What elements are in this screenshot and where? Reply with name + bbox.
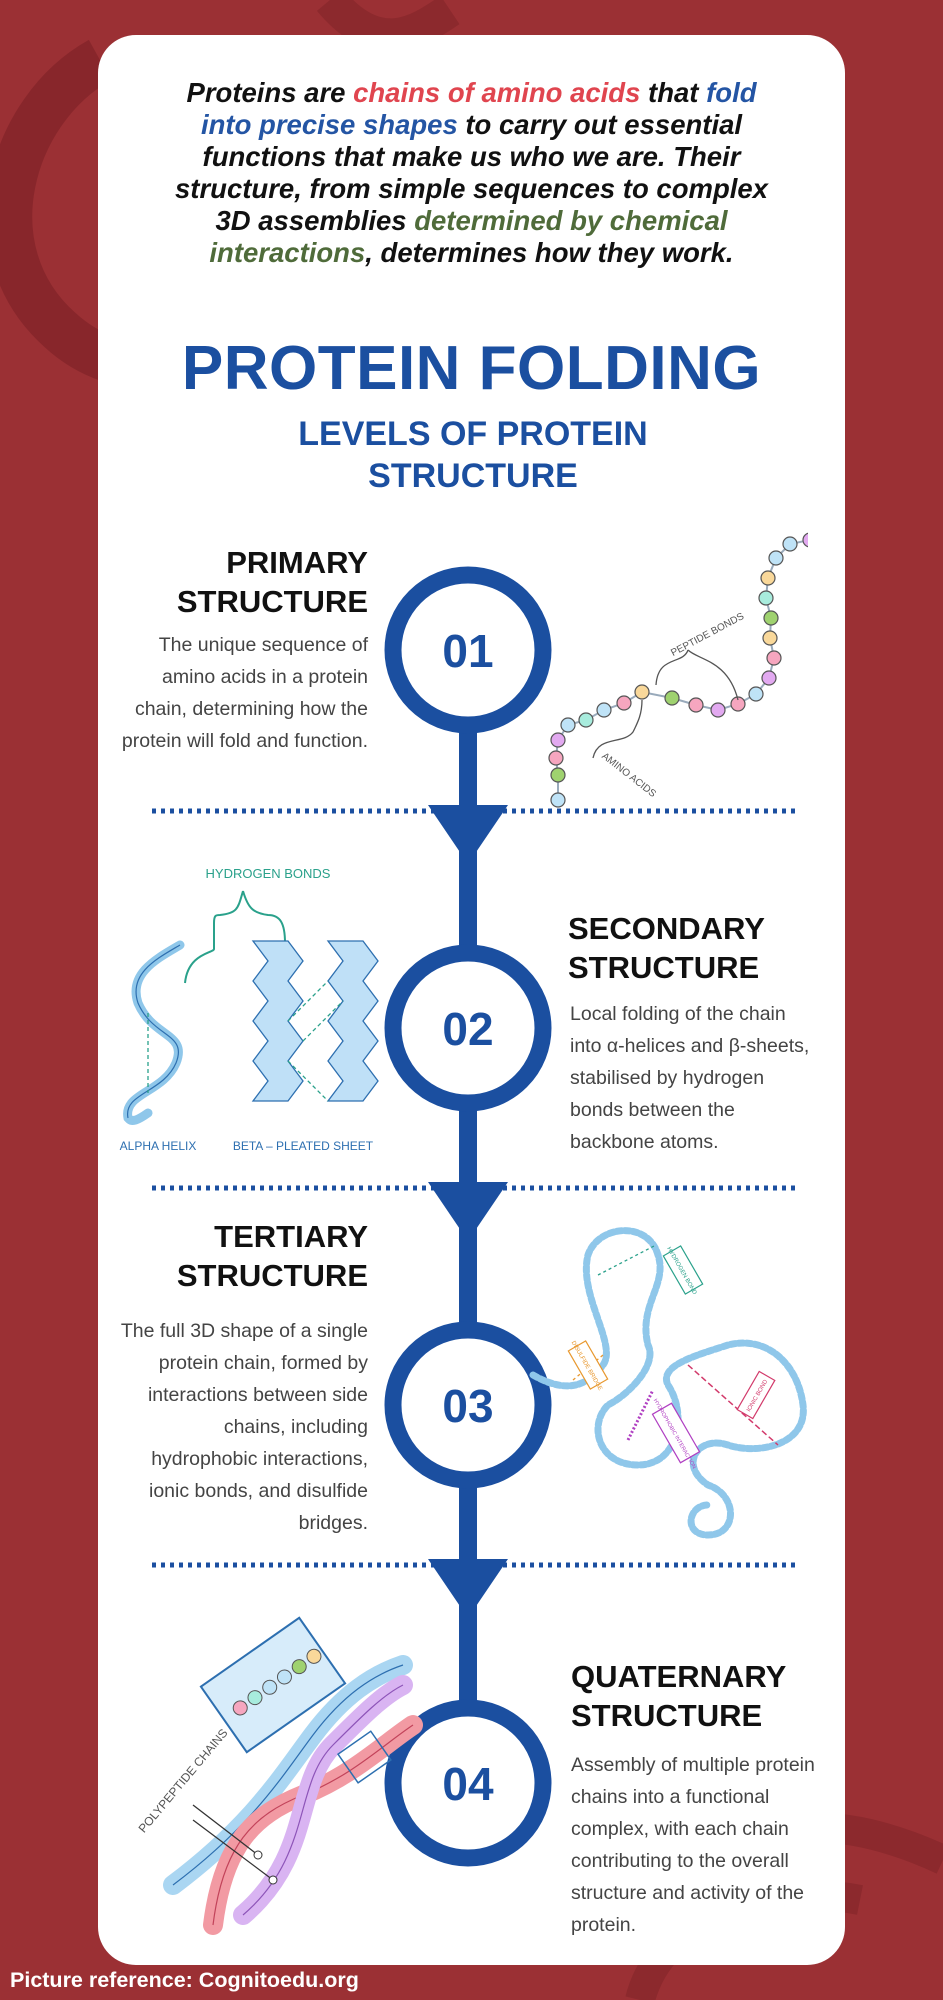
quaternary-structure-illustration: POLYPEPTIDE CHAINS: [136, 1616, 423, 1935]
beta-sheet-label: BETA – PLEATED SHEET: [233, 1139, 374, 1153]
highlight-amino-acids: chains of amino acids: [353, 77, 641, 108]
primary-structure-illustration: PEPTIDE BONDS AMINO ACIDS: [548, 532, 808, 808]
timeline: 01 02 03 04: [152, 566, 798, 1867]
step-2-description: Local folding of the chain into α-helice…: [570, 1003, 810, 1153]
secondary-structure-illustration: HYDROGEN BONDS ALPHA HELIX BETA – PLEATE…: [120, 866, 379, 1153]
step-number-3: 03: [442, 1380, 493, 1432]
hydrogen-bonds-label: HYDROGEN BONDS: [206, 866, 331, 881]
step-2-title: SECONDARY STRUCTURE: [568, 911, 765, 985]
intro-text: Proteins are chains of amino acids that …: [175, 77, 768, 268]
page-subtitle: LEVELS OF PROTEIN STRUCTURE: [298, 415, 648, 495]
arrow-down-3: [428, 1559, 508, 1618]
step-number-4: 04: [442, 1758, 494, 1810]
step-4-title: QUATERNARY STRUCTURE: [571, 1659, 787, 1733]
polypeptide-chains-label: POLYPEPTIDE CHAINS: [136, 1726, 231, 1835]
step-circle-2: [384, 944, 552, 1112]
arrow-down-1: [428, 805, 508, 864]
peptide-bonds-label: PEPTIDE BONDS: [669, 611, 746, 659]
step-circle-3: [384, 1321, 552, 1489]
highlight-fold: fold into precise shapes: [200, 77, 757, 140]
step-number-1: 01: [442, 625, 493, 677]
picture-reference: Picture reference: Cognitoedu.org: [10, 1968, 359, 1992]
step-1-description: The unique sequence of amino acids in a …: [121, 634, 368, 752]
infographic-card: Proteins are chains of amino acids that …: [98, 35, 845, 1965]
step-1-title: PRIMARY STRUCTURE: [176, 545, 368, 619]
amino-acids-label: AMINO ACIDS: [599, 751, 658, 800]
step-number-2: 02: [442, 1003, 493, 1055]
step-circle-1: [384, 566, 552, 734]
step-circle-4: [384, 1699, 552, 1867]
page-title: PROTEIN FOLDING: [181, 334, 762, 403]
highlight-chemical: determined by chemical interactions: [209, 205, 728, 268]
step-3-description: The full 3D shape of a single protein ch…: [120, 1320, 368, 1534]
step-3-title: TERTIARY STRUCTURE: [176, 1219, 368, 1293]
arrow-down-2: [428, 1182, 508, 1241]
step-4-description: Assembly of multiple protein chains into…: [571, 1754, 815, 1936]
tertiary-structure-illustration: HYDROGEN BOND DISULFIDE BRIDGE IONIC BON…: [529, 1227, 807, 1539]
alpha-helix-label: ALPHA HELIX: [120, 1139, 197, 1153]
